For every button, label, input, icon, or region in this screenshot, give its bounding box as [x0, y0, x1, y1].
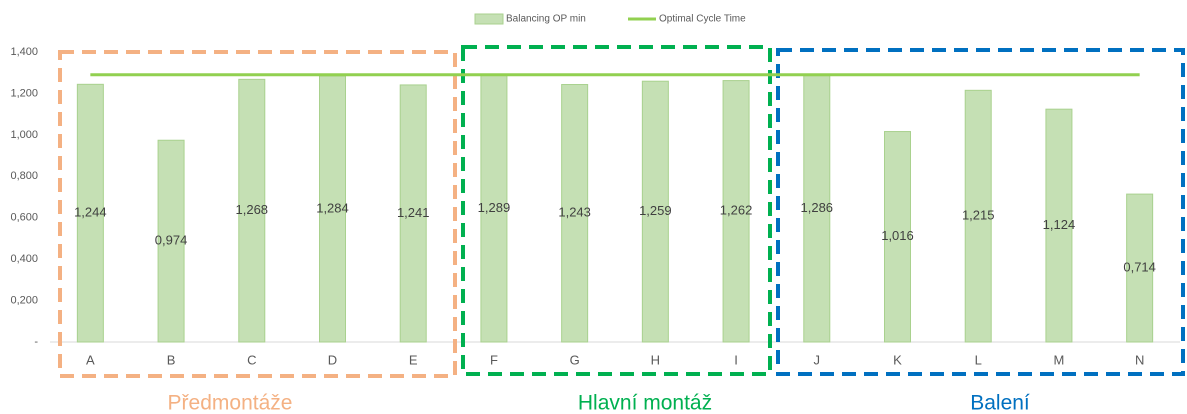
data-label: 1,289: [478, 200, 511, 215]
y-tick-label: 0,400: [10, 253, 38, 265]
bar: [1126, 193, 1154, 343]
data-label: 1,262: [720, 203, 753, 218]
x-tick-label: M: [1054, 352, 1065, 367]
bar: [76, 83, 104, 343]
bar: [319, 75, 346, 343]
y-tick-label: 0,600: [10, 212, 38, 224]
data-label: 1,286: [801, 200, 834, 215]
x-tick-label: N: [1135, 352, 1144, 367]
legend-label: Balancing OP min: [506, 14, 586, 25]
bar: [1045, 108, 1073, 343]
data-label: 1,243: [558, 205, 591, 220]
group-label: Hlavní montáž: [578, 392, 712, 414]
bar: [884, 131, 911, 343]
group-box: [461, 45, 772, 376]
bar: [157, 139, 185, 343]
data-label: 0,974: [155, 233, 188, 248]
y-tick-label: 1,200: [10, 87, 38, 99]
y-tick-label: 1,000: [10, 129, 38, 141]
y-tick-label: -: [34, 336, 38, 348]
bar: [641, 80, 669, 343]
y-tick-label: 0,800: [10, 170, 38, 182]
x-tick-label: E: [409, 352, 418, 367]
x-tick-label: A: [86, 352, 95, 367]
bar: [480, 74, 508, 343]
x-tick-label: J: [814, 352, 821, 367]
group-label: Předmontáže: [168, 392, 293, 414]
bar: [964, 89, 992, 343]
x-tick-label: D: [328, 352, 337, 367]
group-box: [58, 50, 457, 378]
data-label: 1,284: [316, 200, 349, 215]
x-tick-label: H: [651, 352, 660, 367]
legend-label: Optimal Cycle Time: [659, 14, 746, 25]
bar: [399, 84, 427, 343]
x-tick-label: C: [247, 352, 256, 367]
bar: [722, 80, 750, 343]
data-label: 1,215: [962, 208, 995, 223]
data-label: 1,259: [639, 203, 672, 218]
data-label: 1,124: [1043, 217, 1076, 232]
data-label: 1,268: [236, 202, 269, 217]
data-label: 1,244: [74, 205, 107, 220]
bar: [561, 84, 589, 343]
data-label: 0,714: [1123, 259, 1156, 274]
y-tick-label: 0,200: [10, 294, 38, 306]
group-box: [776, 48, 1185, 376]
x-tick-label: I: [734, 352, 738, 367]
x-tick-label: G: [570, 352, 580, 367]
legend-swatch: [474, 13, 504, 25]
x-tick-label: L: [975, 352, 982, 367]
data-label: 1,016: [881, 228, 914, 243]
group-label: Balení: [970, 392, 1030, 414]
y-tick-label: 1,400: [10, 46, 38, 58]
x-tick-label: F: [490, 352, 498, 367]
x-tick-label: B: [167, 352, 176, 367]
bar: [238, 78, 266, 343]
x-tick-label: K: [893, 352, 902, 367]
data-label: 1,241: [397, 205, 430, 220]
